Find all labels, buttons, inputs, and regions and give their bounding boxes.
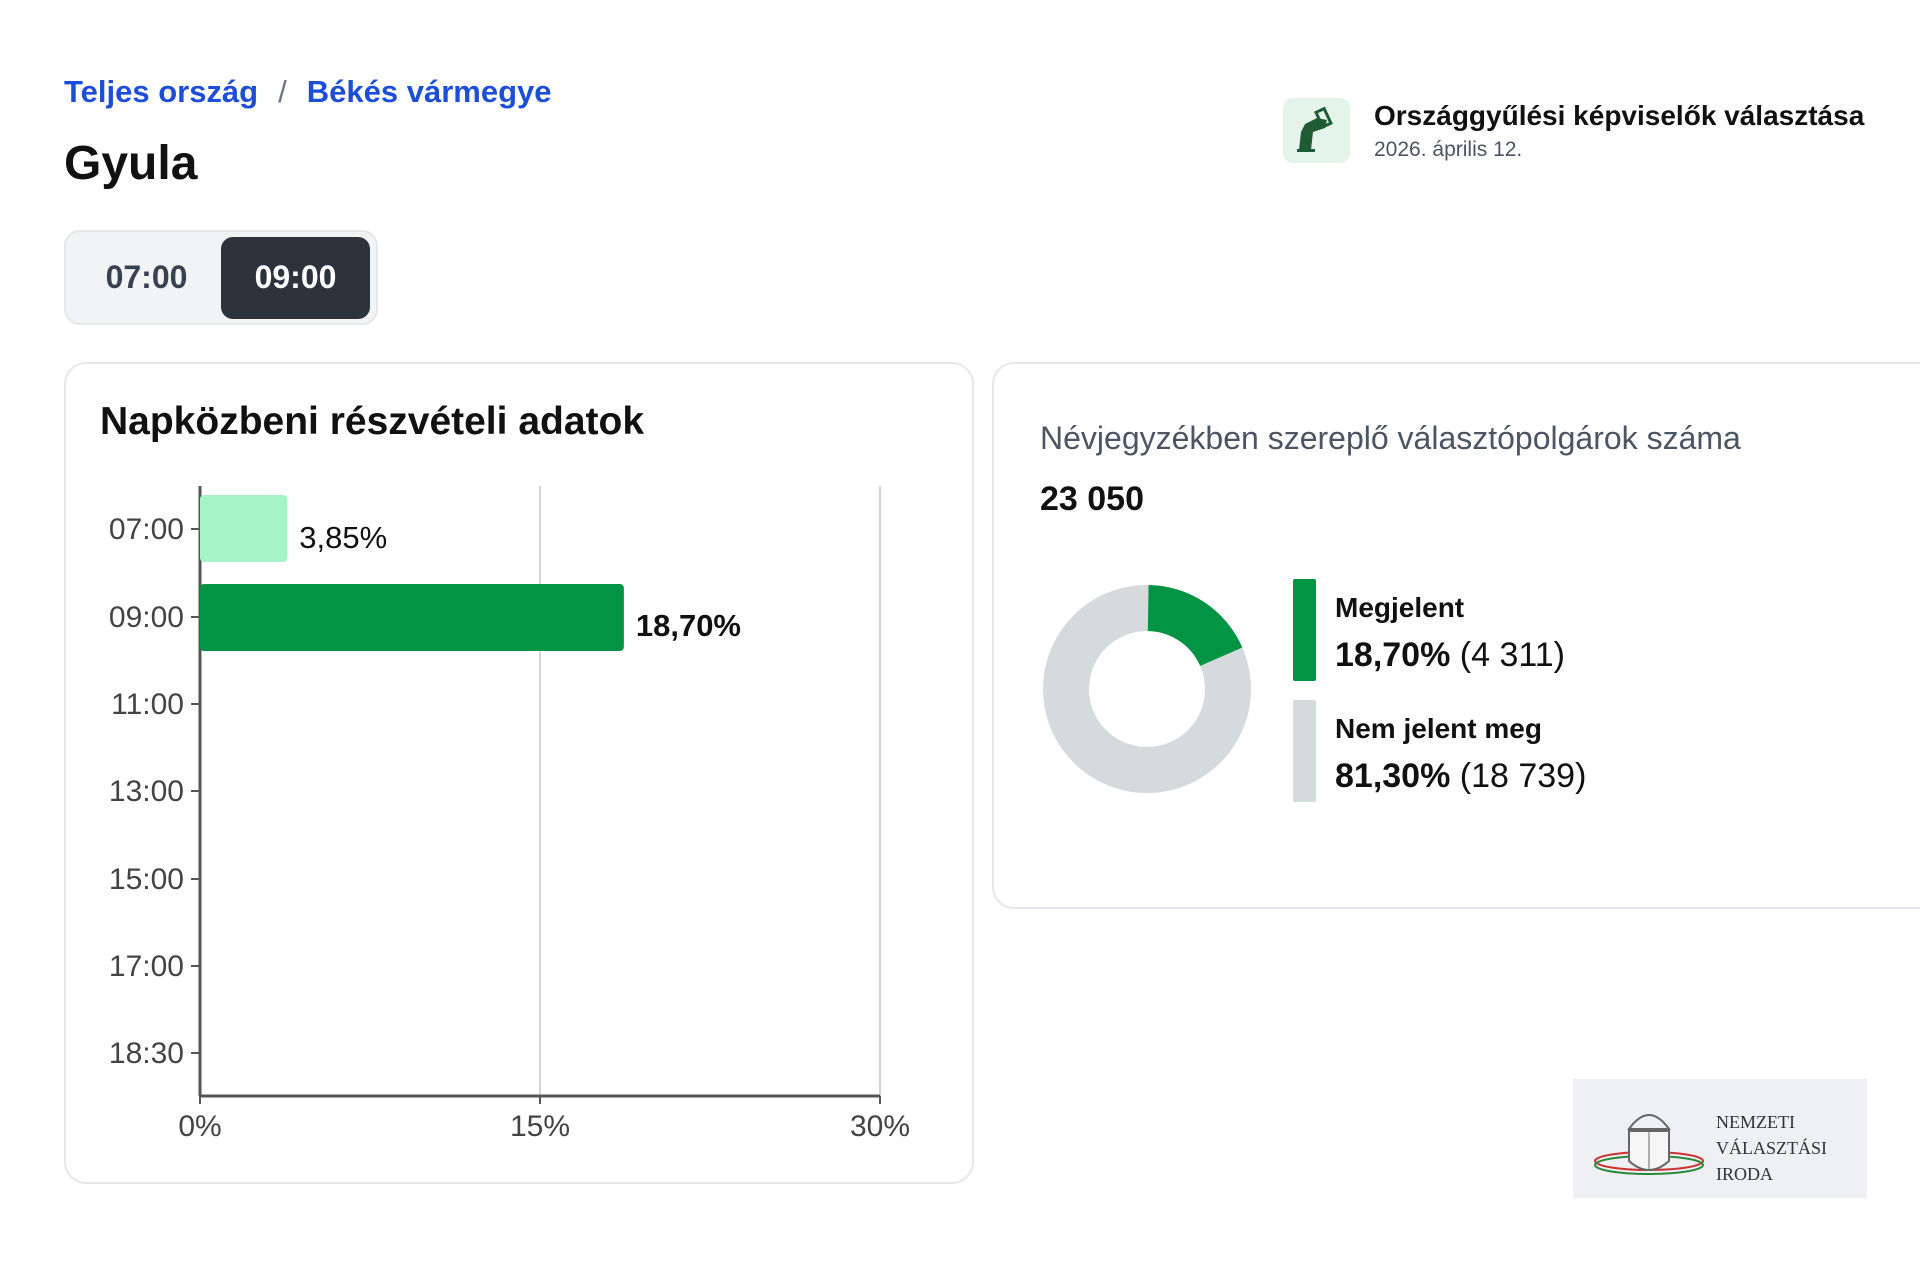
page-title: Gyula: [64, 137, 198, 190]
y-tick-label: 18:30: [109, 1037, 184, 1070]
x-tick-label: 30%: [850, 1110, 910, 1143]
legend-percent-absent: 81,30%: [1335, 757, 1451, 795]
time-toggle: 07:00 09:00: [64, 230, 378, 325]
y-tick-label: 07:00: [109, 513, 184, 546]
legend-count-absent: (18 739): [1459, 757, 1587, 795]
bar-data-label: 18,70%: [636, 608, 741, 643]
donut-slice-present: [1147, 585, 1243, 666]
bar-09:00[interactable]: [200, 584, 624, 651]
y-tick-label: 13:00: [109, 775, 184, 808]
breadcrumb-county[interactable]: Békés vármegye: [306, 74, 552, 109]
time-option-0700[interactable]: 07:00: [105, 259, 188, 295]
legend-swatch-present: [1293, 579, 1316, 681]
legend-count-present: (4 311): [1459, 636, 1565, 674]
legend-percent-present: 18,70%: [1335, 636, 1451, 674]
coat-of-arms-icon: [1594, 1114, 1704, 1175]
bar-07:00[interactable]: [200, 495, 288, 562]
turnout-donut-chart: [1043, 585, 1251, 793]
legend-value-absent: 81,30% (18 739): [1335, 757, 1586, 796]
y-tick-label: 17:00: [109, 950, 184, 983]
election-title: Országgyűlési képviselők választása: [1374, 100, 1865, 131]
donut-slice-absent: [1043, 585, 1251, 793]
logo-line: IRODA: [1716, 1164, 1773, 1184]
time-option-0900[interactable]: 09:00: [221, 236, 370, 319]
legend-swatch-absent: [1293, 700, 1316, 802]
y-tick-label: 09:00: [109, 601, 184, 634]
breadcrumb-separator: /: [278, 74, 287, 109]
registry-value: 23 050: [1040, 480, 1144, 518]
x-tick-label: 0%: [178, 1110, 221, 1143]
y-tick-label: 15:00: [109, 863, 184, 896]
legend-name-present: Megjelent: [1335, 592, 1465, 623]
turnout-card-title: Napközbeni részvételi adatok: [100, 400, 645, 443]
ballot-box-icon: [1283, 98, 1350, 163]
turnout-bar-chart: 0% 15% 30% 07:00 3,85% 09:00 18,70% 11:00 13:00 1…: [109, 486, 910, 1143]
breadcrumb: Teljes ország / Békés vármegye: [64, 74, 551, 110]
bar-data-label: 3,85%: [299, 520, 387, 555]
registry-label: Névjegyzékben szereplő választópolgárok …: [1040, 420, 1741, 456]
registry-card: [992, 362, 1920, 909]
election-date: 2026. április 12.: [1374, 138, 1523, 161]
logo-text: NEMZETI VÁLASZTÁSI IRODA: [1716, 1109, 1827, 1187]
legend-value-present: 18,70% (4 311): [1335, 636, 1565, 675]
legend-name-absent: Nem jelent meg: [1335, 713, 1542, 744]
y-tick-label: 11:00: [111, 688, 184, 721]
breadcrumb-country[interactable]: Teljes ország: [64, 74, 259, 109]
nvi-logo: NEMZETI VÁLASZTÁSI IRODA: [1573, 1079, 1867, 1198]
logo-line: NEMZETI: [1716, 1112, 1795, 1132]
x-tick-label: 15%: [510, 1110, 570, 1143]
logo-line: VÁLASZTÁSI: [1716, 1138, 1827, 1158]
